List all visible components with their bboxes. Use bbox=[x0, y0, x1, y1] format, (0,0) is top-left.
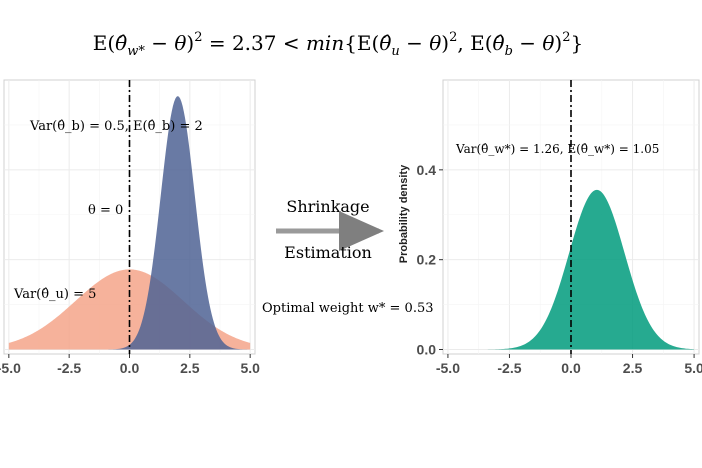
right-chart: -5.0 -2.5 0.0 2.5 5.0 0.0 0.2 0.4 Probability … bbox=[398, 79, 702, 376]
x-tick-label: 2.5 bbox=[180, 360, 200, 376]
x-tick-label: -5.0 bbox=[436, 360, 460, 376]
header-formula: E(θ̂w* − θ)2 = 2.37 < min{E(θ̂u − θ)2, E… bbox=[93, 30, 584, 59]
x-tick-label: 5.0 bbox=[240, 360, 260, 376]
right-density-areas bbox=[447, 189, 695, 350]
x-tick-label: 2.5 bbox=[623, 360, 643, 376]
y-tick-label: 0.0 bbox=[417, 342, 437, 358]
x-tick-label: 0.0 bbox=[120, 360, 140, 376]
right-y-axis: 0.0 0.2 0.4 bbox=[417, 162, 443, 358]
x-tick-label: -2.5 bbox=[497, 360, 521, 376]
shrunk-annotation: Var(θ̂_w*) = 1.26, E(θ̂_w*) = 1.05 bbox=[455, 142, 659, 156]
shrinkage-label: Shrinkage bbox=[286, 197, 369, 216]
formula-text: E(θ̂w* − θ)2 = 2.37 < min{E(θ̂u − θ)2, E… bbox=[93, 30, 584, 59]
density-area-1 bbox=[447, 189, 695, 350]
x-tick-label: -5.0 bbox=[0, 360, 21, 376]
density-area-2 bbox=[8, 96, 251, 350]
theta-annotation: θ = 0 bbox=[88, 203, 123, 218]
right-x-axis: -5.0 -2.5 0.0 2.5 5.0 bbox=[436, 354, 702, 376]
x-tick-label: -2.5 bbox=[57, 360, 81, 376]
left-x-axis: -5.0 -2.5 0.0 2.5 5.0 bbox=[0, 354, 260, 376]
x-tick-label: 5.0 bbox=[684, 360, 702, 376]
x-tick-label: 0.0 bbox=[561, 360, 581, 376]
left-chart: -5.0 -2.5 0.0 2.5 5.0 Var(θ̂_b) = 0.5, E(θ̂_… bbox=[0, 79, 260, 376]
optimal-weight-label: Optimal weight w* = 0.53 bbox=[262, 301, 434, 316]
y-tick-label: 0.2 bbox=[417, 252, 437, 268]
y-axis-title: Probability density bbox=[398, 164, 410, 263]
estimation-label: Estimation bbox=[284, 243, 372, 262]
unbiased-annotation: Var(θ̂_u) = 5 bbox=[13, 287, 96, 302]
y-tick-label: 0.4 bbox=[417, 162, 437, 178]
shrinkage-block: Shrinkage Estimation Optimal weight w* =… bbox=[262, 197, 434, 316]
biased-annotation: Var(θ̂_b) = 0.5, E(θ̂_b) = 2 bbox=[29, 119, 203, 134]
